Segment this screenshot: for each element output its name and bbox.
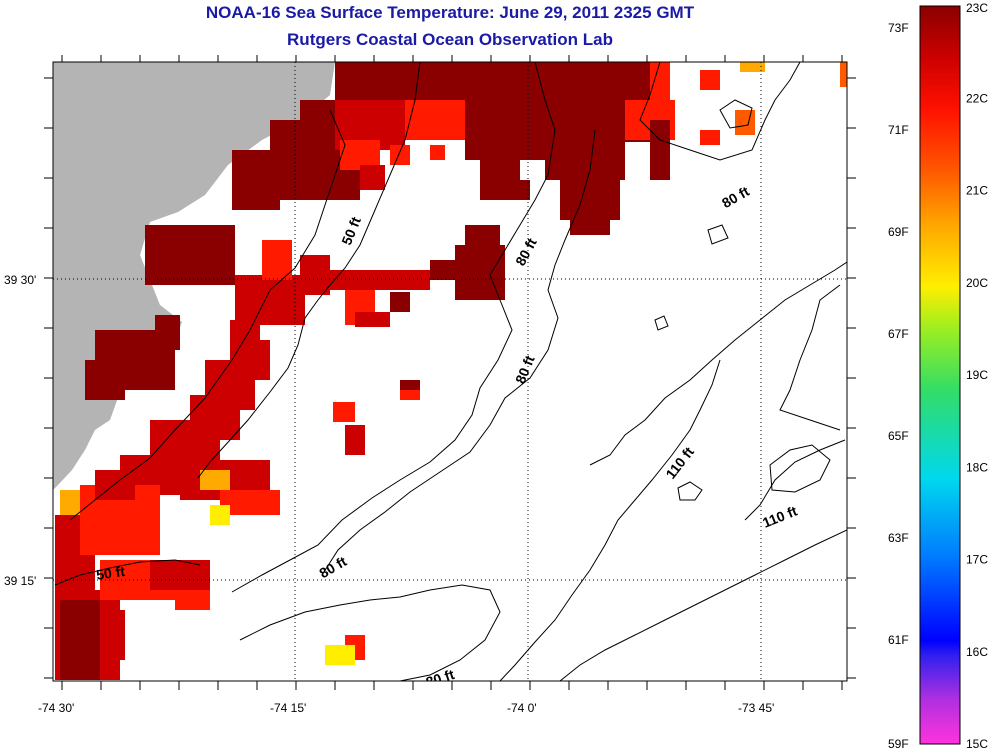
contour-110ft-c	[744, 439, 846, 521]
sst-pixel	[60, 600, 100, 680]
contour-island-d	[654, 315, 669, 331]
sst-pixel	[650, 120, 670, 180]
sst-pixel	[430, 145, 445, 160]
sst-pixel	[345, 425, 365, 455]
sst-pixel	[333, 402, 355, 422]
contour-island-b	[677, 481, 703, 501]
sst-pixel	[262, 240, 292, 280]
sst-pixel	[500, 180, 530, 200]
sst-pixel	[465, 225, 500, 255]
map-gridlines	[53, 62, 847, 681]
sst-pixel	[100, 610, 125, 660]
y-tick-label: 39 15'	[4, 574, 36, 588]
sst-pixel	[840, 62, 847, 87]
x-tick-label: -74 0'	[507, 701, 537, 715]
map-frame	[52, 61, 848, 682]
contour-shelf-long	[589, 261, 847, 466]
contour-80ft-a	[197, 62, 421, 479]
sst-pixel	[360, 165, 385, 190]
contour-label: 50 ft	[95, 563, 126, 583]
sst-pixel	[700, 70, 720, 90]
contour-island-a	[719, 99, 753, 129]
sst-pixel	[570, 210, 610, 235]
sst-pixel	[330, 270, 430, 290]
sst-pixel	[155, 315, 180, 350]
sst-pixel	[545, 100, 625, 180]
sst-pixel	[355, 312, 390, 327]
sst-pixel	[400, 62, 540, 102]
contour-50ft-south	[54, 559, 201, 586]
contour-110ft-a	[499, 359, 721, 681]
contour-80ft-d	[239, 584, 501, 681]
sst-pixel	[300, 255, 330, 295]
contour-110ft-d	[769, 444, 831, 493]
sst-pixel	[400, 390, 420, 400]
sst-pixel	[390, 145, 410, 165]
bathymetry-contours	[54, 62, 847, 681]
sst-pixel	[390, 292, 410, 312]
sst-pixel	[85, 360, 125, 400]
sst-pixel	[740, 62, 765, 72]
sst-pixel	[60, 490, 80, 520]
x-tick-label: -73 45'	[738, 701, 774, 715]
axis-ticks	[44, 55, 856, 690]
contour-110ft-b	[779, 284, 841, 431]
contour-island-c	[707, 224, 729, 245]
contour-80ft-b	[231, 62, 556, 593]
y-tick-label: 39 30'	[4, 273, 36, 287]
contour-80ft-e	[639, 62, 801, 161]
contour-80ft-c	[321, 129, 596, 576]
map-subtitle: Rutgers Coastal Ocean Observation Lab	[287, 30, 613, 49]
sst-pixel-layer	[55, 62, 847, 680]
sst-pixel	[325, 645, 355, 665]
sst-pixel	[200, 470, 230, 490]
sst-pixel	[650, 62, 670, 102]
sst-pixel	[405, 100, 465, 140]
contour-shelf-south	[559, 529, 847, 681]
axis-labels: -74 30' -74 15' -74 0' -73 45' 39 30' 39…	[4, 273, 774, 715]
map-title: NOAA-16 Sea Surface Temperature: June 29…	[205, 3, 695, 22]
sst-pixel	[235, 275, 305, 325]
sst-pixel	[210, 505, 230, 525]
sst-pixel	[700, 130, 720, 145]
sst-pixel	[735, 110, 755, 135]
x-tick-label: -74 30'	[38, 701, 74, 715]
sst-pixel	[465, 100, 545, 160]
contour-50ft-north	[69, 109, 346, 521]
sst-pixel	[175, 590, 210, 610]
x-tick-label: -74 15'	[270, 701, 306, 715]
sst-pixel	[335, 62, 405, 102]
sst-pixel	[150, 560, 210, 590]
sst-pixel	[145, 225, 235, 285]
sst-pixel	[232, 150, 280, 210]
